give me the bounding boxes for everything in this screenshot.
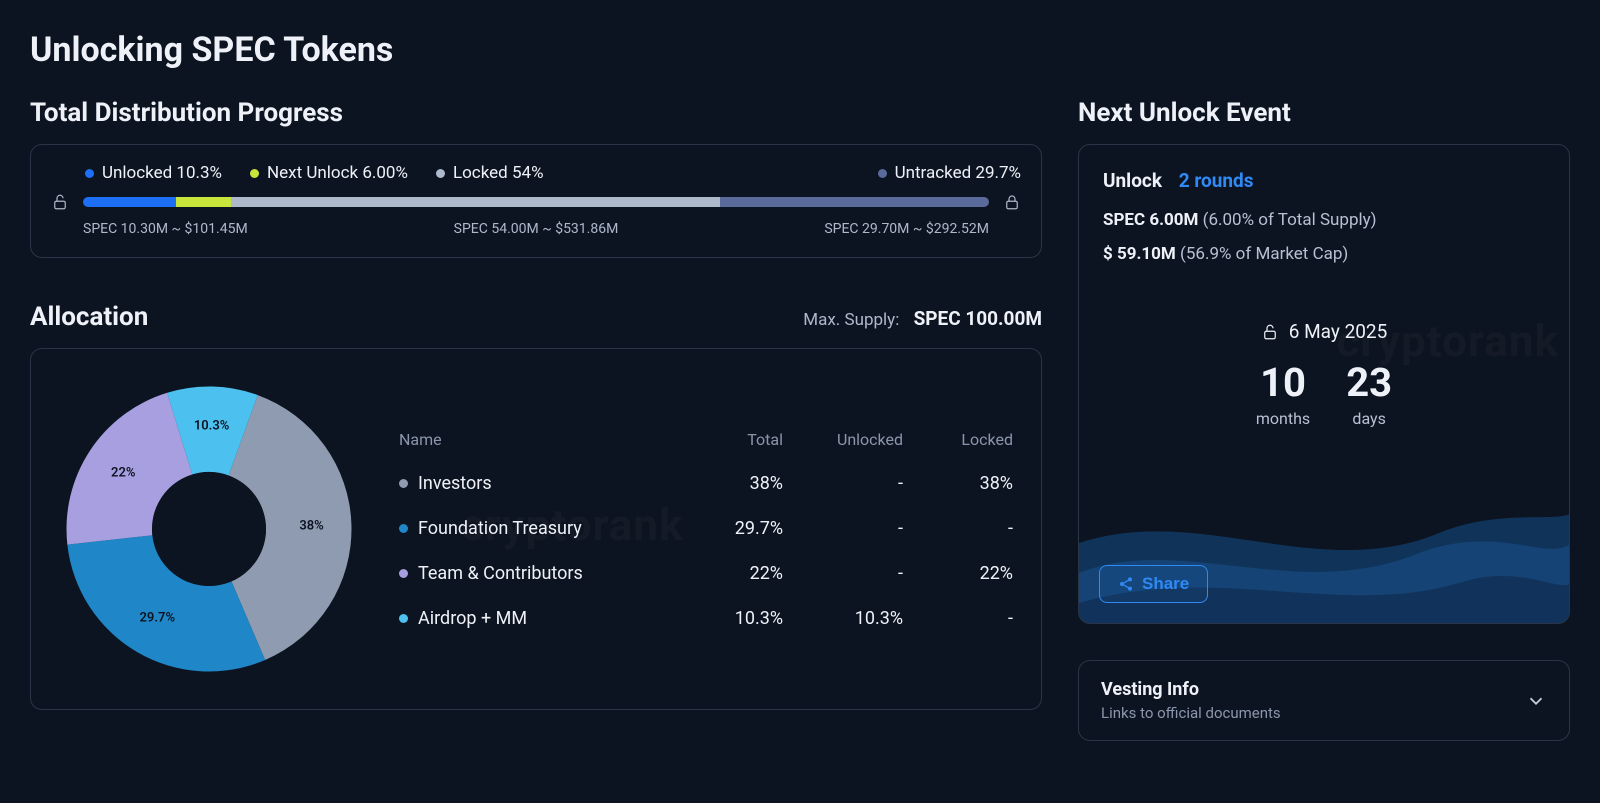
unlock-marketcap-line: $ 59.10M (56.9% of Market Cap) [1103,244,1545,264]
legend-item: Locked 54% [436,163,544,183]
allocation-table-header: Name Total Unlocked Locked [399,418,1013,461]
bar-label-mid: SPEC 54.00M ~ $531.86M [248,221,825,237]
unlock-label: Unlock [1103,169,1162,192]
allocation-donut-chart: 38%29.7%22%10.3% [59,379,359,679]
max-supply-value: SPEC 100.00M [914,307,1042,330]
vesting-title: Vesting Info [1101,679,1281,700]
max-supply: Max. Supply: SPEC 100.00M [803,307,1042,330]
progress-segment [720,197,989,207]
unlock-supply-line: SPEC 6.00M (6.00% of Total Supply) [1103,210,1545,230]
countdown-unit: 23days [1346,363,1392,428]
progress-segment [83,197,176,207]
allocation-title: Allocation [30,302,148,332]
distribution-bar-labels: SPEC 10.30M ~ $101.45M SPEC 54.00M ~ $53… [51,221,1021,237]
lock-closed-icon [1003,193,1021,211]
vesting-info-card[interactable]: Vesting Info Links to official documents [1078,660,1570,741]
table-row: Team & Contributors22%-22% [399,551,1013,596]
max-supply-label: Max. Supply: [803,310,899,330]
page-title: Unlocking SPEC Tokens [30,30,1570,70]
bar-label-right: SPEC 29.70M ~ $292.52M [824,221,989,237]
unlock-date: 6 May 2025 [1103,320,1545,343]
share-button[interactable]: Share [1099,565,1208,603]
table-row: Foundation Treasury29.7%-- [399,506,1013,551]
bar-label-left: SPEC 10.30M ~ $101.45M [83,221,248,237]
chevron-down-icon [1525,690,1547,712]
table-row: Airdrop + MM10.3%10.3%- [399,596,1013,641]
progress-segment [176,197,230,207]
share-icon [1118,576,1134,592]
next-unlock-card: Unlock 2 rounds SPEC 6.00M (6.00% of Tot… [1078,144,1570,624]
lock-open-icon [1261,323,1279,341]
allocation-card: 38%29.7%22%10.3% cryptorank Name Total U… [30,348,1042,710]
distribution-legend: Unlocked 10.3% Next Unlock 6.00% Locked 54… [51,163,1021,183]
vesting-subtitle: Links to official documents [1101,704,1281,722]
col-unlocked: Unlocked [783,430,903,449]
unlock-rounds-link[interactable]: 2 rounds [1179,169,1254,192]
next-unlock-title: Next Unlock Event [1078,98,1570,128]
progress-segment [231,197,720,207]
col-total: Total [673,430,783,449]
unlock-countdown: 10months 23days [1103,363,1545,428]
distribution-title: Total Distribution Progress [30,98,1042,128]
distribution-progress-bar [83,197,989,207]
distribution-card: Unlocked 10.3% Next Unlock 6.00% Locked 54… [30,144,1042,258]
col-name: Name [399,430,673,449]
col-locked: Locked [903,430,1013,449]
legend-item: Unlocked 10.3% [85,163,222,183]
allocation-table: Name Total Unlocked Locked Investors38%-… [399,418,1013,641]
legend-item: Untracked 29.7% [878,163,1021,183]
share-button-label: Share [1142,574,1189,594]
table-row: Investors38%-38% [399,461,1013,506]
legend-item: Next Unlock 6.00% [250,163,408,183]
countdown-unit: 10months [1256,363,1310,428]
lock-open-icon [51,193,69,211]
